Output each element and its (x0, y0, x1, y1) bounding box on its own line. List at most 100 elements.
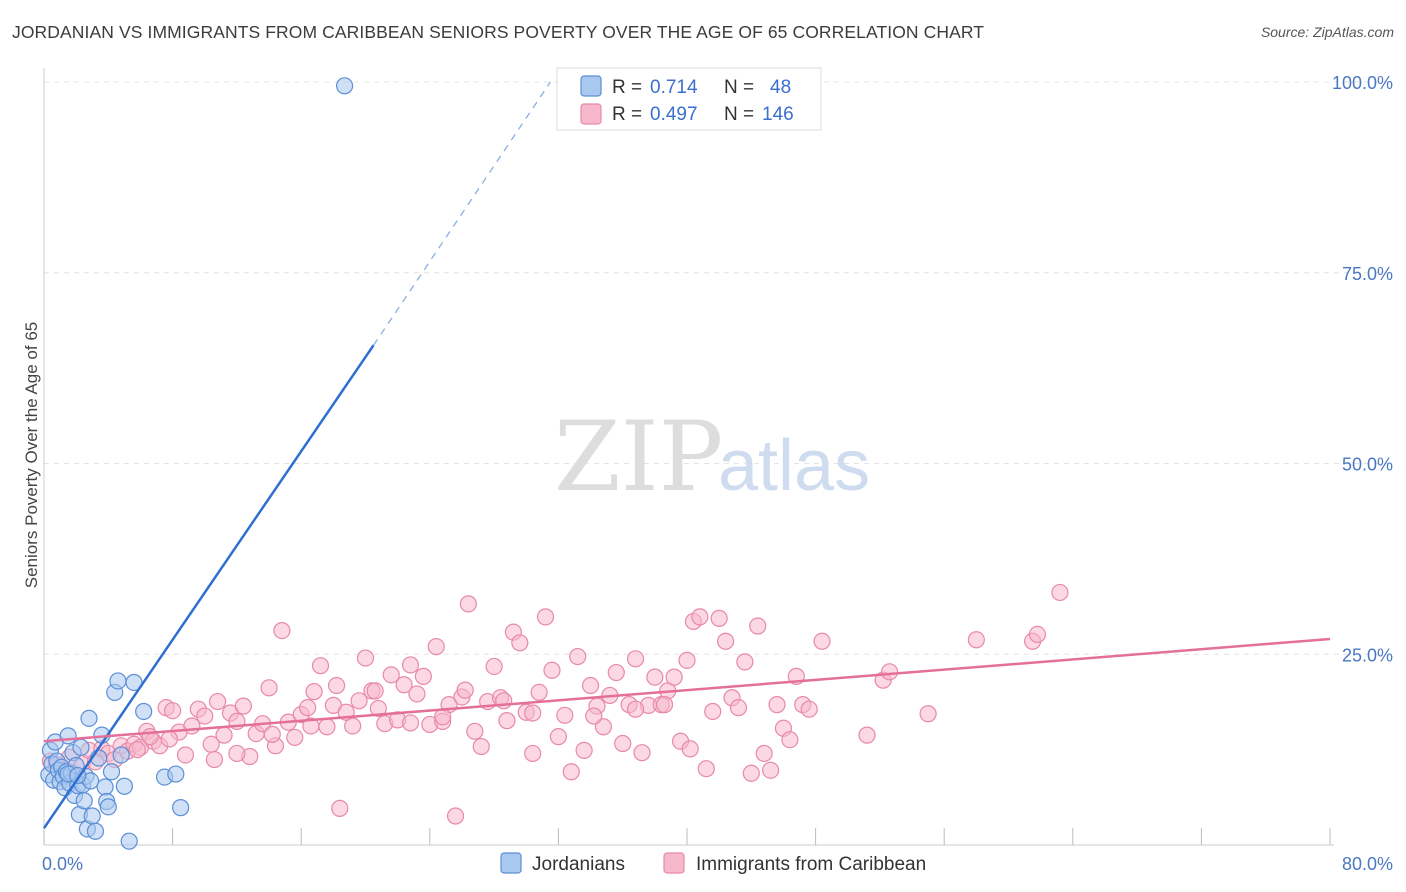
jordanian-point-43 (167, 765, 185, 783)
caribbean-point-43 (318, 718, 336, 736)
caribbean-point-126 (1028, 625, 1047, 644)
stats-legend-r-label-1: R = (612, 77, 642, 98)
caribbean-point-94 (646, 668, 664, 686)
caribbean-point-42 (311, 657, 330, 675)
series-legend: Jordanians Immigrants from Caribbean (500, 852, 926, 875)
caribbean-point-127 (1051, 583, 1069, 602)
stats-legend-swatch-blue (580, 75, 602, 97)
jordanian-point-12 (59, 727, 77, 745)
jordanian-trend-extension (372, 81, 551, 346)
stats-legend-r-value-2: 0.497 (650, 104, 698, 125)
caribbean-point-130 (263, 725, 281, 743)
jordanian-point-27 (83, 807, 101, 825)
caribbean-point-129 (228, 744, 246, 763)
y-tick-label-1: 75.0% (1342, 264, 1393, 284)
caribbean-point-107 (729, 699, 748, 717)
caribbean-point-76 (530, 683, 548, 702)
caribbean-point-102 (697, 760, 715, 778)
jordanian-point-39 (120, 832, 138, 850)
chart-source: Source: ZipAtlas.com (1260, 24, 1394, 40)
jordanian-point-41 (135, 702, 153, 721)
legend-label-jordanians: Jordanians (532, 854, 625, 875)
caribbean-point-55 (395, 676, 413, 694)
chart-title: JORDANIAN VS IMMIGRANTS FROM CARIBBEAN S… (12, 22, 985, 42)
x-tick-label-1: 80.0% (1342, 854, 1393, 874)
stats-legend-n-label-1: N = (724, 77, 754, 98)
caribbean-point-131 (302, 717, 320, 735)
caribbean-point-97 (665, 668, 683, 686)
caribbean-point-92 (633, 744, 651, 762)
jordanian-point-38 (115, 777, 133, 795)
caribbean-point-69 (485, 657, 503, 676)
caribbean-point-120 (858, 726, 876, 744)
caribbean-point-141 (655, 696, 674, 714)
caribbean-point-137 (495, 692, 513, 710)
caribbean-point-134 (401, 714, 420, 732)
caribbean-point-105 (716, 632, 735, 650)
caribbean-point-19 (164, 702, 182, 720)
caribbean-point-112 (761, 761, 780, 779)
caribbean-point-83 (575, 741, 593, 759)
caribbean-point-124 (967, 631, 985, 649)
watermark-atlas: atlas (718, 426, 870, 506)
caribbean-point-84 (581, 676, 600, 695)
caribbean-point-122 (880, 663, 899, 681)
caribbean-point-118 (800, 700, 818, 718)
stats-legend-swatch-pink (580, 103, 602, 125)
caribbean-point-36 (273, 621, 291, 640)
caribbean-point-101 (691, 608, 709, 626)
caribbean-point-47 (344, 717, 362, 735)
caribbean-point-110 (749, 617, 767, 635)
jordanian-point-44 (172, 799, 190, 817)
caribbean-point-111 (755, 744, 773, 763)
caribbean-point-78 (543, 661, 561, 679)
caribbean-point-91 (626, 650, 645, 668)
caribbean-point-79 (549, 728, 568, 746)
caribbean-point-58 (414, 667, 432, 685)
jordanian-point-45 (336, 77, 354, 95)
jordanian-point-25 (80, 709, 98, 727)
caribbean-point-144 (141, 728, 159, 746)
caribbean-trend-line (43, 637, 1331, 743)
stats-legend-r-value-1: 0.714 (650, 77, 698, 98)
caribbean-point-30 (234, 697, 252, 715)
caribbean-point-77 (536, 608, 555, 626)
caribbean-point-66 (466, 722, 484, 740)
legend-swatch-caribbean (663, 852, 685, 874)
caribbean-point-88 (607, 663, 625, 682)
caribbean-point-103 (704, 702, 722, 721)
caribbean-point-21 (176, 746, 195, 764)
y-tick-label-3: 25.0% (1342, 645, 1393, 665)
caribbean-point-82 (569, 647, 587, 666)
legend-swatch-jordanians (500, 852, 522, 874)
y-tick-label-0: 100.0% (1332, 73, 1393, 93)
caribbean-point-24 (196, 707, 214, 725)
axes (43, 68, 1334, 846)
jordanian-point-20 (72, 738, 90, 756)
caribbean-point-45 (331, 799, 349, 817)
caribbean-point-119 (813, 632, 831, 650)
caribbean-point-128 (205, 750, 223, 769)
caribbean-point-67 (472, 737, 490, 756)
stats-legend-n-value-1: 48 (770, 77, 791, 98)
caribbean-point-123 (919, 705, 937, 723)
y-tick-label-2: 50.0% (1342, 455, 1393, 475)
caribbean-point-48 (350, 692, 368, 710)
caribbean-point-71 (498, 712, 516, 730)
caribbean-point-38 (286, 728, 304, 747)
caribbean-point-56 (401, 656, 420, 674)
stats-legend-r-label-2: R = (612, 104, 642, 125)
caribbean-point-140 (626, 700, 645, 718)
caribbean-point-89 (614, 734, 632, 753)
jordanian-point-31 (96, 778, 114, 796)
caribbean-point-49 (356, 649, 375, 667)
caribbean-point-81 (562, 763, 580, 781)
caribbean-point-75 (524, 744, 542, 763)
caribbean-point-133 (366, 682, 384, 700)
tick-labels: 100.0% 75.0% 50.0% 25.0% 0.0% 80.0% (42, 73, 1393, 874)
caribbean-point-73 (511, 634, 529, 652)
caribbean-point-65 (459, 595, 477, 613)
jordanian-point-37 (112, 746, 130, 764)
x-tick-label-0: 0.0% (42, 854, 83, 874)
